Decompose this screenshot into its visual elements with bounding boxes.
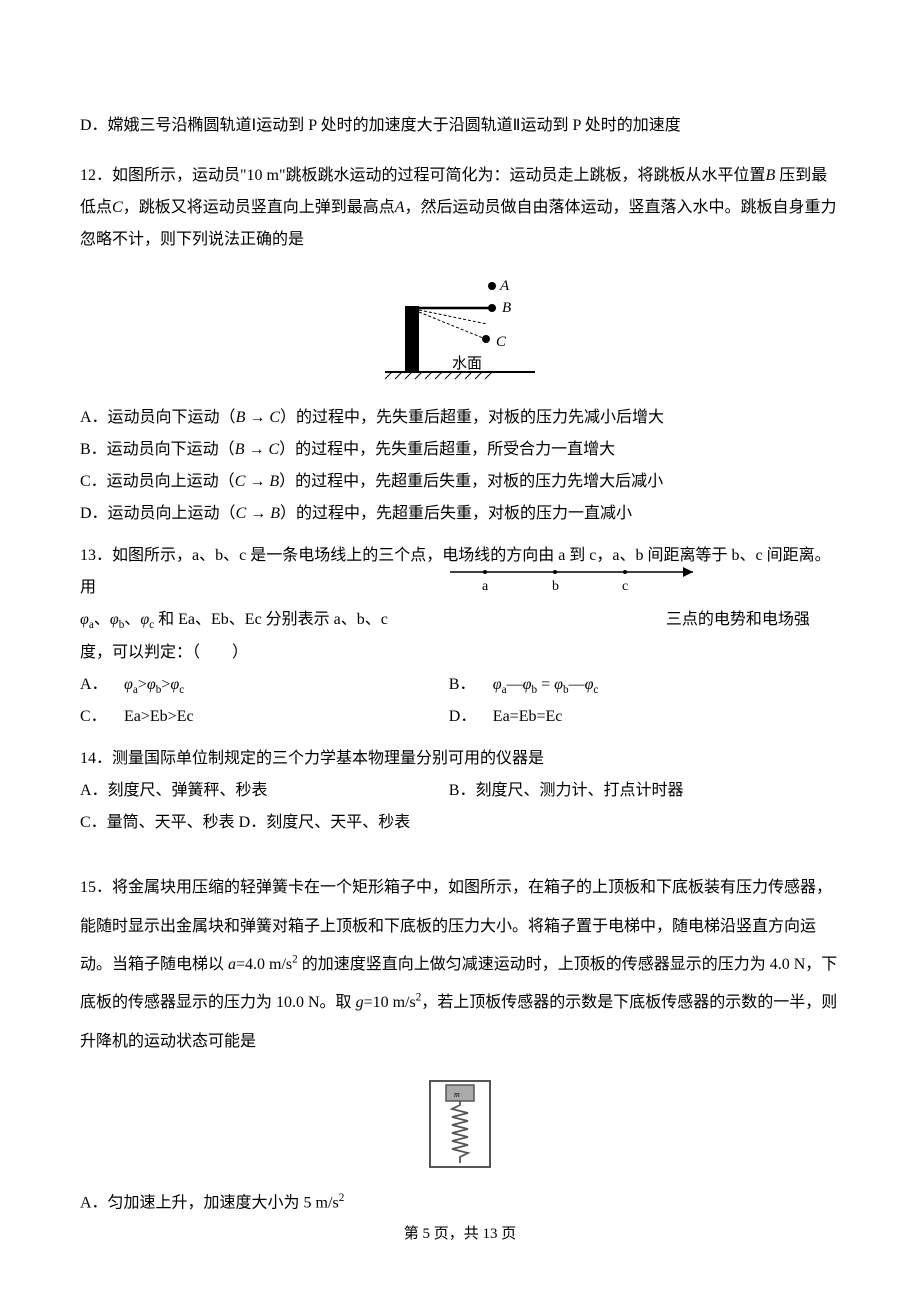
q12-optB-post: ）的过程中，先失重后超重，所受合力一直增大 bbox=[279, 441, 615, 458]
q12-optB-pre: B．运动员向下运动（ bbox=[80, 441, 235, 458]
q12-optA-pre: A．运动员向下运动（ bbox=[80, 409, 236, 426]
q12-optB-arrow: B → C bbox=[235, 441, 279, 458]
q14-optB: B．刻度尺、测力计、打点计时器 bbox=[449, 782, 684, 799]
svg-text:b: b bbox=[552, 579, 559, 594]
q15-figure: m bbox=[80, 1075, 840, 1173]
q15-optA: A．匀加速上升，加速度大小为 5 m/s2 bbox=[80, 1187, 840, 1219]
page-footer: 第 5 页，共 13 页 bbox=[0, 1219, 920, 1249]
svg-text:A: A bbox=[499, 278, 510, 294]
svg-text:m: m bbox=[454, 1090, 460, 1099]
svg-text:水面: 水面 bbox=[452, 355, 482, 372]
q12-figure: A B C 水面 bbox=[80, 264, 840, 394]
q13-optC-expr: Ea>Eb>Ec bbox=[124, 708, 194, 725]
phi-a: φ bbox=[80, 611, 89, 628]
q14-stem: 14．测量国际单位制规定的三个力学基本物理量分别可用的仪器是 bbox=[80, 743, 840, 775]
q14-optA: A．刻度尺、弹簧秤、秒表 bbox=[80, 775, 445, 807]
q12-symbol-C: C bbox=[112, 199, 123, 216]
q12-optD-arrow: C → B bbox=[236, 505, 280, 522]
q13-stem-right: 三点的电势和电场强 bbox=[666, 611, 810, 628]
q14-optCD: C．量筒、天平、秒表 D．刻度尺、天平、秒表 bbox=[80, 807, 840, 839]
svg-text:c: c bbox=[622, 579, 628, 594]
q12-optC-pre: C．运动员向上运动（ bbox=[80, 473, 235, 490]
q13-optC-label: C． bbox=[80, 701, 120, 733]
q13-optD-expr: Ea=Eb=Ec bbox=[493, 708, 563, 725]
q12-optA-post: ）的过程中，先失重后超重，对板的压力先减小后增大 bbox=[280, 409, 664, 426]
q13-stem-tail: 度，可以判定：（ ） bbox=[80, 637, 840, 669]
q13-optB-label: B． bbox=[449, 669, 489, 701]
q12-stem-part1: 12．如图所示，运动员"10 m"跳板跳水运动的过程可简化为：运动员走上跳板，将… bbox=[80, 167, 766, 184]
q12-optC-post: ）的过程中，先超重后失重，对板的压力先增大后减小 bbox=[279, 473, 663, 490]
q12-symbol-B: B bbox=[766, 167, 776, 184]
q11-option-d: D．嫦娥三号沿椭圆轨道Ⅰ运动到 P 处时的加速度大于沿圆轨道Ⅱ运动到 P 处时的… bbox=[80, 110, 840, 142]
q13-optA-label: A． bbox=[80, 669, 120, 701]
svg-text:a: a bbox=[482, 579, 489, 594]
svg-text:C: C bbox=[496, 334, 507, 350]
q12-optD-post: ）的过程中，先超重后失重，对板的压力一直减小 bbox=[280, 505, 632, 522]
q12-optD-pre: D．运动员向上运动（ bbox=[80, 505, 236, 522]
q12-optA-arrow: B → C bbox=[236, 409, 280, 426]
svg-text:B: B bbox=[502, 300, 511, 316]
q13-optD-label: D． bbox=[449, 701, 489, 733]
q12-stem-part3: ，跳板又将运动员竖直向上弹到最高点 bbox=[123, 199, 395, 216]
q12-optC-arrow: C → B bbox=[235, 473, 279, 490]
q13-figure: a b c bbox=[445, 562, 705, 598]
q15-stem: 15．将金属块用压缩的轻弹簧卡在一个矩形箱子中，如图所示，在箱子的上顶板和下底板… bbox=[80, 869, 840, 1061]
